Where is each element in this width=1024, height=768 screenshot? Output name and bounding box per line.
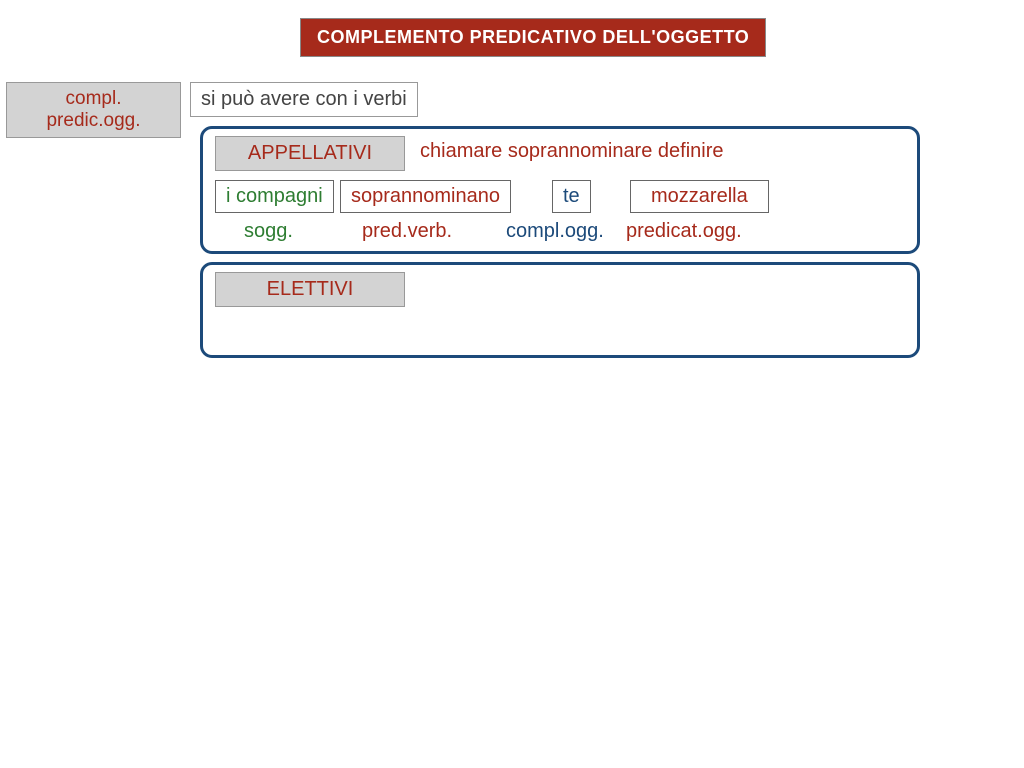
word-compagni: i compagni [215, 180, 334, 213]
role-compl-ogg: compl.ogg. [506, 220, 604, 243]
word-te: te [552, 180, 591, 213]
word-soprannominano: soprannominano [340, 180, 511, 213]
header-elettivi: ELETTIVI [215, 272, 405, 307]
tag-compl-predic-ogg: compl. predic.ogg. [6, 82, 181, 138]
verbs-appellativi: chiamare soprannominare definire [420, 140, 724, 163]
role-sogg: sogg. [244, 220, 293, 243]
role-predicat-ogg: predicat.ogg. [626, 220, 742, 243]
word-mozzarella: mozzarella [630, 180, 769, 213]
role-pred-verb: pred.verb. [362, 220, 452, 243]
box-si-puo-avere: si può avere con i verbi [190, 82, 418, 117]
page-title: COMPLEMENTO PREDICATIVO DELL'OGGETTO [300, 18, 766, 57]
header-appellativi: APPELLATIVI [215, 136, 405, 171]
